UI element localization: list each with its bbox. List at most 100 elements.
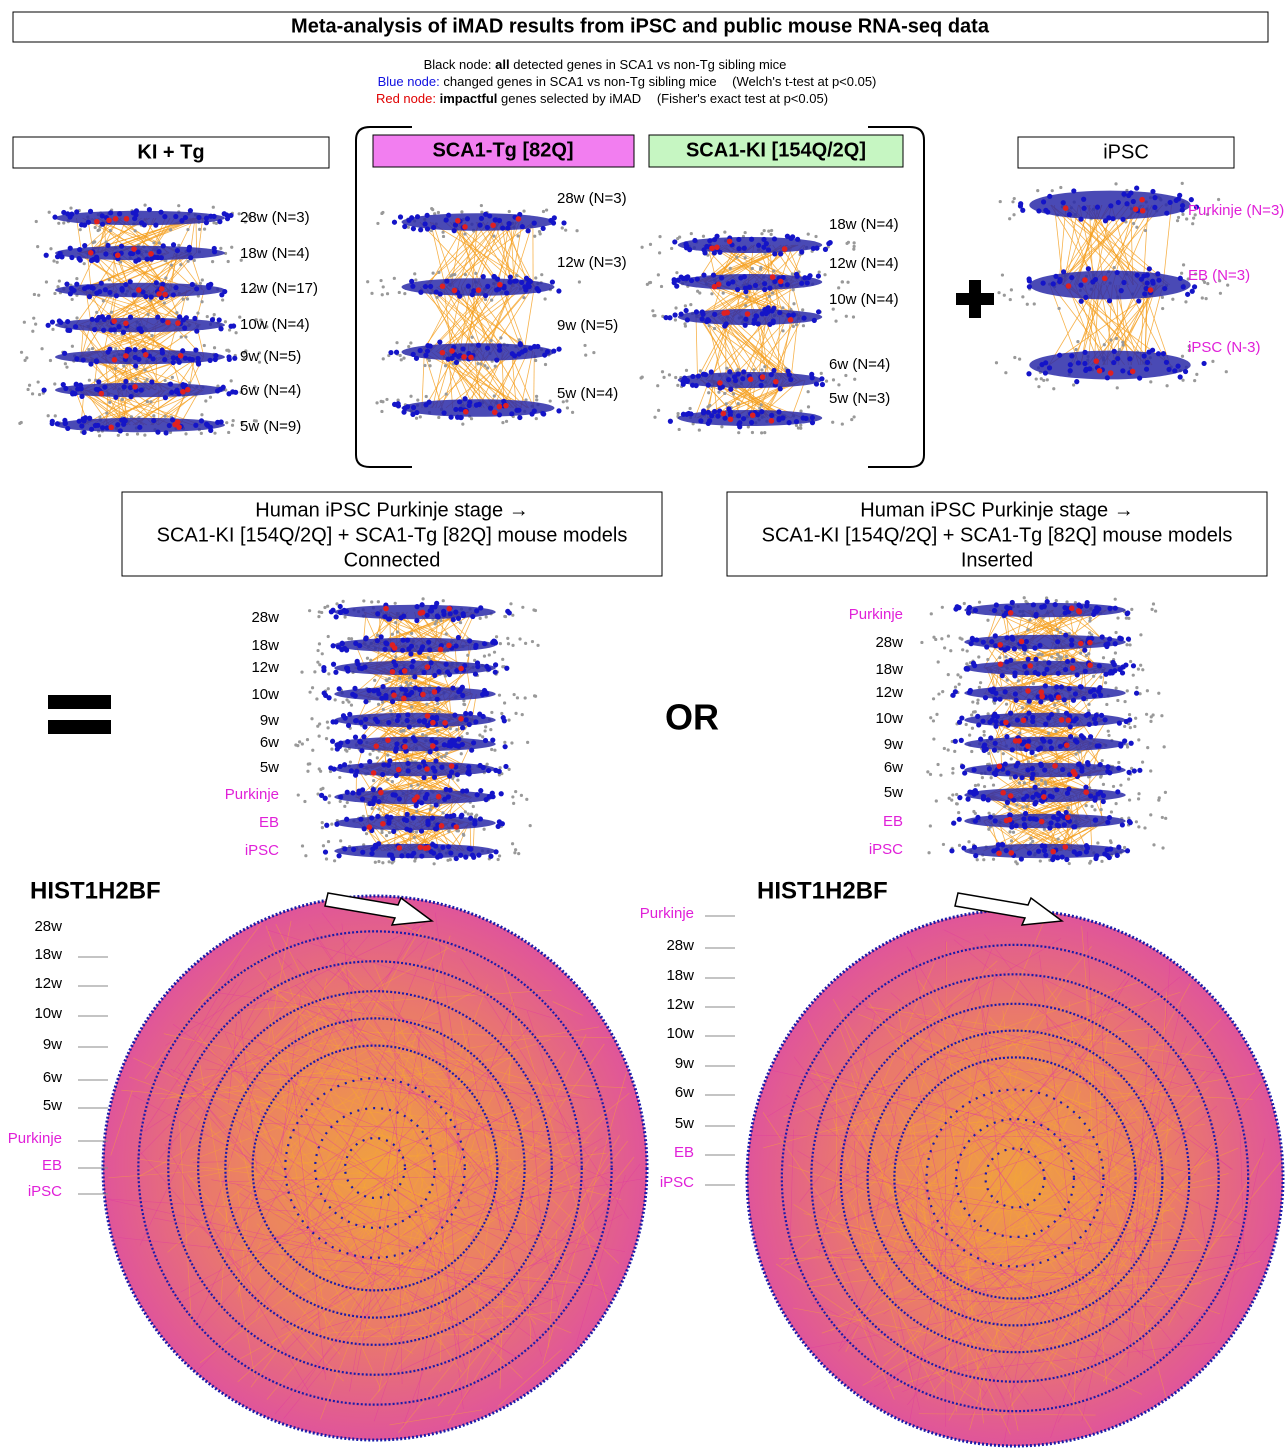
gray-node	[432, 272, 435, 275]
gray-node	[381, 400, 384, 403]
gray-node	[1035, 377, 1038, 380]
blue-node	[367, 801, 372, 806]
red-node	[442, 720, 448, 726]
gray-node	[831, 421, 834, 424]
blue-node	[471, 855, 476, 860]
blue-node	[971, 767, 976, 772]
blue-node	[321, 665, 326, 670]
blue-node	[362, 724, 367, 729]
blue-node	[1142, 353, 1147, 358]
gray-node	[926, 770, 929, 773]
gray-node	[467, 812, 470, 815]
gray-node	[522, 296, 525, 299]
blue-node	[65, 426, 70, 431]
gray-node	[1074, 348, 1077, 351]
gray-node	[545, 208, 548, 211]
gray-node	[1004, 371, 1007, 374]
gray-node	[658, 235, 661, 238]
red-node	[782, 246, 788, 252]
blue-node	[107, 290, 112, 295]
blue-node	[1009, 824, 1014, 829]
blue-node	[360, 850, 365, 855]
blue-node	[950, 693, 955, 698]
gray-node	[1184, 300, 1187, 303]
blue-node	[403, 688, 408, 693]
blue-node	[46, 323, 51, 328]
gray-node	[490, 748, 493, 751]
blue-node	[1048, 739, 1053, 744]
blue-node	[692, 238, 697, 243]
red-node	[425, 664, 431, 670]
blue-node	[347, 712, 352, 717]
blue-node	[1074, 379, 1079, 384]
blue-node	[1156, 351, 1161, 356]
blue-node	[50, 319, 55, 324]
red-node	[391, 692, 397, 698]
gray-node	[676, 237, 679, 240]
gray-node	[38, 393, 41, 396]
red-node	[113, 216, 119, 222]
blue-node	[149, 294, 154, 299]
blue-node	[1185, 292, 1190, 297]
gray-node	[1116, 616, 1119, 619]
gray-node	[388, 860, 391, 863]
blue-node	[1024, 639, 1029, 644]
gray-node	[409, 341, 412, 344]
blue-node	[405, 761, 410, 766]
gray-node	[990, 776, 993, 779]
blue-node	[1079, 684, 1084, 689]
blue-node	[457, 399, 462, 404]
blue-node	[1145, 273, 1150, 278]
red-node	[1083, 789, 1089, 795]
gray-node	[423, 364, 426, 367]
blue-node	[407, 724, 412, 729]
gray-node	[1164, 791, 1167, 794]
gray-node	[315, 697, 318, 700]
gray-node	[998, 656, 1001, 659]
red-node	[1078, 641, 1084, 647]
blue-node	[428, 344, 433, 349]
gray-node	[1158, 796, 1161, 799]
blue-node	[1137, 768, 1142, 773]
blue-node	[409, 279, 414, 284]
gray-node	[1033, 302, 1036, 305]
blue-node	[450, 685, 455, 690]
blue-node	[1150, 281, 1155, 286]
blue-node	[504, 666, 509, 671]
gray-node	[421, 733, 424, 736]
blue-node	[1024, 794, 1029, 799]
gray-node	[143, 434, 146, 437]
blue-node	[1192, 284, 1197, 289]
blue-node	[457, 689, 462, 694]
gray-node	[930, 612, 933, 615]
blue-node	[1116, 766, 1121, 771]
gray-node	[321, 821, 324, 824]
gray-node	[536, 644, 539, 647]
blue-node	[398, 214, 403, 219]
blue-node	[1026, 711, 1031, 716]
blue-node	[463, 711, 468, 716]
blue-node	[551, 348, 556, 353]
blue-node	[169, 390, 174, 395]
blue-node	[776, 416, 781, 421]
blue-node	[493, 768, 498, 773]
gray-node	[394, 602, 397, 605]
blue-node	[352, 686, 357, 691]
gray-node	[206, 315, 209, 318]
blue-node	[473, 645, 478, 650]
blue-node	[1125, 610, 1130, 615]
red-node	[123, 321, 129, 327]
blue-node	[964, 666, 969, 671]
blue-node	[74, 209, 79, 214]
blue-node	[113, 395, 118, 400]
blue-node	[953, 739, 958, 744]
blue-node	[517, 351, 522, 356]
blue-node	[90, 317, 95, 322]
gray-node	[845, 315, 848, 318]
red-node	[88, 250, 94, 256]
blue-node	[1003, 761, 1008, 766]
blue-node	[433, 758, 438, 763]
blue-node	[461, 613, 466, 618]
blue-node	[1135, 273, 1140, 278]
blue-node	[1008, 658, 1013, 663]
